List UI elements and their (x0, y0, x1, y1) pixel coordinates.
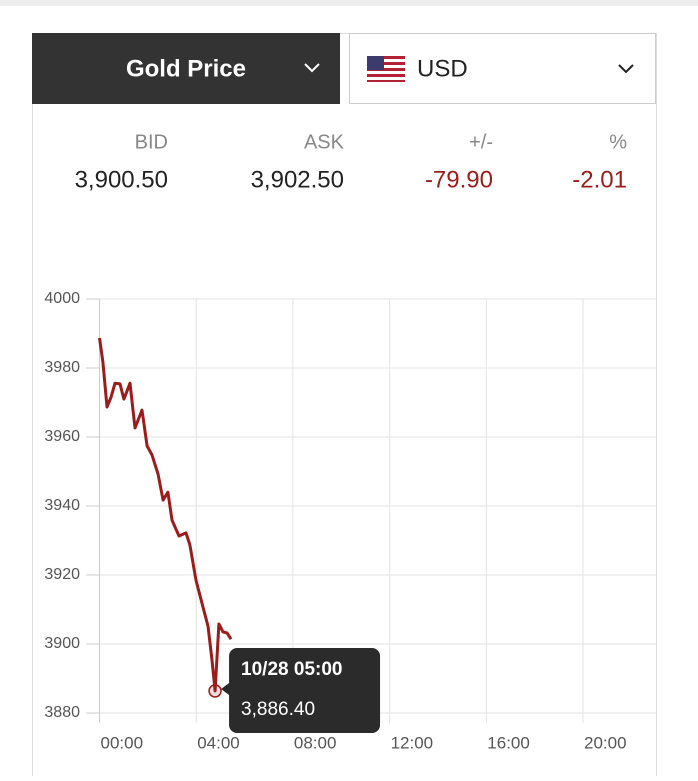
quote-value: 3,900.50 (75, 166, 168, 193)
y-tick-label: 3940 (44, 497, 80, 514)
quote-label: BID (135, 131, 168, 153)
x-tick-label: 04:00 (197, 733, 240, 752)
tooltip-time: 10/28 05:00 (241, 659, 342, 680)
us-flag (367, 56, 405, 82)
hover-marker (208, 684, 222, 698)
quote-value: -79.90 (425, 166, 493, 193)
metal-select[interactable] (32, 33, 340, 104)
quote-value: 3,902.50 (251, 166, 344, 193)
y-tick-label: 3920 (44, 566, 80, 583)
tooltip-box (221, 648, 381, 733)
top-strip (0, 0, 698, 6)
price-line (98, 337, 233, 693)
x-tick-label: 12:00 (391, 733, 434, 752)
quote-label: +/- (469, 131, 493, 153)
quote-label: % (609, 131, 627, 153)
chevron (304, 63, 320, 73)
y-tick-label: 3880 (44, 704, 80, 721)
chevron (618, 64, 634, 74)
quote-label: ASK (304, 131, 345, 153)
y-tick-label: 3960 (44, 428, 80, 445)
x-tick-label: 00:00 (101, 733, 144, 752)
x-tick-label: 16:00 (487, 733, 530, 752)
metal-title: Gold Price (126, 55, 246, 82)
quote-value: -2.01 (572, 166, 627, 193)
currency-label: USD (417, 55, 468, 82)
tooltip-value: 3,886.40 (241, 699, 315, 720)
x-tick-label: 20:00 (584, 733, 627, 752)
x-tick-label: 08:00 (294, 733, 337, 752)
y-tick-label: 3980 (44, 359, 80, 376)
y-tick-label: 3900 (44, 635, 80, 652)
y-tick-label: 4000 (44, 290, 80, 307)
